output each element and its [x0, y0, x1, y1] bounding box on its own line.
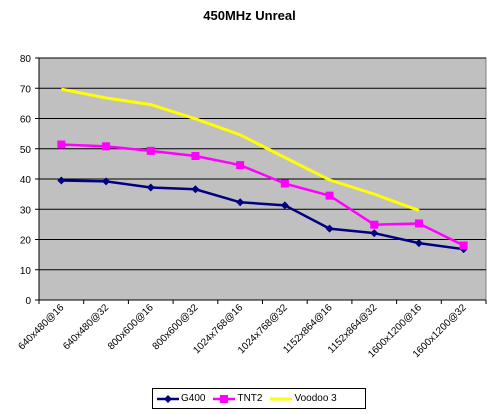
- data-point-g400: [57, 176, 66, 185]
- series-line-g400: [61, 179, 464, 251]
- legend-item: G400: [157, 393, 205, 404]
- x-tick-label: 800x600@16: [106, 302, 156, 352]
- legend-swatch: [270, 397, 293, 400]
- data-point-tnt2: [236, 161, 245, 170]
- data-point-tnt2: [102, 142, 111, 151]
- data-point-g400: [146, 183, 155, 192]
- x-tick-label: 640x480@32: [61, 302, 111, 352]
- y-tick-label: 50: [20, 145, 32, 156]
- data-point-g400: [414, 239, 423, 248]
- data-point-g400: [102, 177, 111, 186]
- data-point-tnt2: [146, 146, 155, 155]
- data-point-tnt2: [414, 219, 423, 228]
- data-point-tnt2: [325, 191, 334, 200]
- y-tick-label: 60: [20, 115, 32, 126]
- legend-swatch: [157, 394, 179, 403]
- legend-label: Voodoo 3: [294, 393, 337, 404]
- y-tick-label: 80: [20, 54, 32, 65]
- series-line-tnt2: [61, 143, 465, 247]
- legend-label: G400: [181, 393, 206, 404]
- legend-item: TNT2: [213, 393, 262, 404]
- y-tick-label: 20: [20, 236, 32, 247]
- y-tick-label: 70: [20, 84, 32, 95]
- legend-label: TNT2: [237, 393, 263, 404]
- data-point-tnt2: [459, 241, 468, 250]
- y-tick-label: 10: [20, 266, 32, 277]
- y-tick-label: 40: [20, 175, 32, 186]
- data-point-g400: [325, 224, 334, 233]
- data-point-tnt2: [370, 220, 379, 229]
- x-tick-label: 640x480@16: [17, 302, 67, 352]
- y-tick-label: 30: [20, 205, 32, 216]
- data-point-g400: [236, 198, 245, 207]
- data-point-tnt2: [57, 140, 66, 149]
- data-point-g400: [191, 185, 200, 194]
- legend: G400 TNT2 Voodoo 3: [152, 388, 366, 409]
- legend-item: Voodoo 3: [270, 393, 337, 404]
- x-tick-label: 800x600@32: [151, 302, 201, 352]
- data-point-g400: [370, 229, 379, 238]
- data-point-tnt2: [280, 179, 289, 188]
- y-tick-label: 0: [25, 296, 31, 307]
- data-point-tnt2: [191, 152, 200, 161]
- legend-swatch: [213, 394, 236, 403]
- chart-title: 450MHz Unreal: [203, 8, 296, 23]
- data-point-g400: [280, 201, 289, 210]
- series-line-voodoo-3: [61, 87, 420, 212]
